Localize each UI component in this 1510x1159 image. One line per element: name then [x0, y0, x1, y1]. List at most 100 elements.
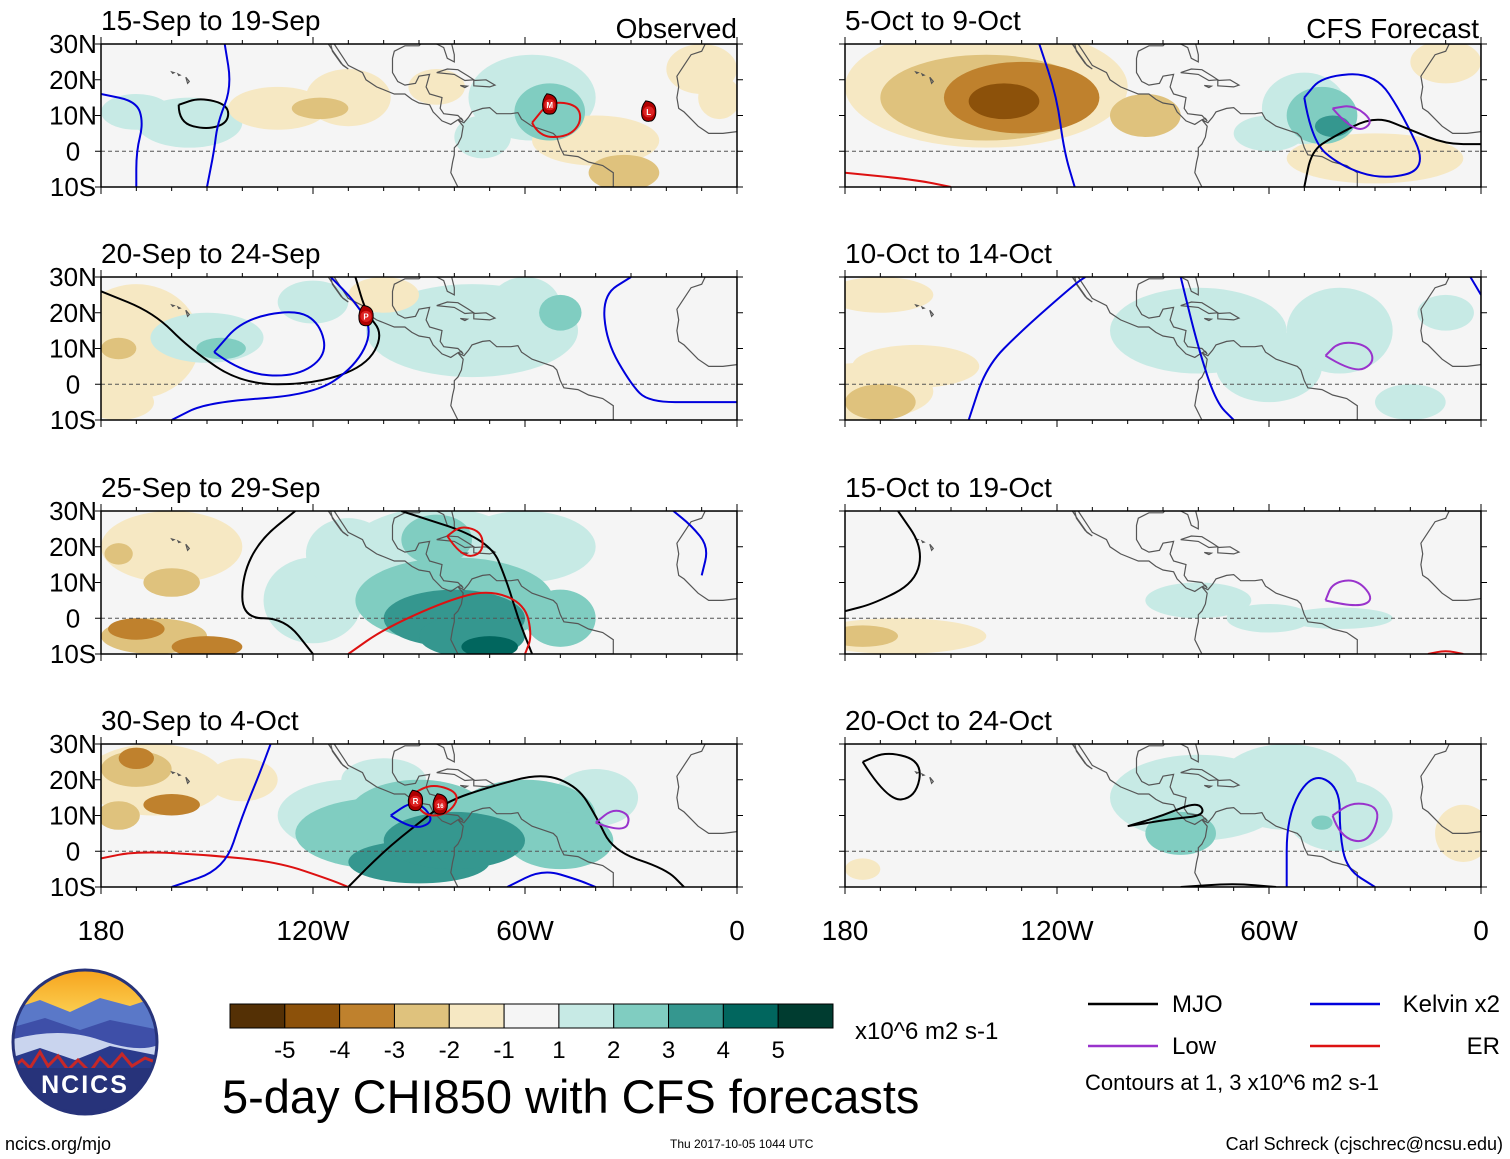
- latitude-label: 10S: [50, 872, 96, 902]
- chi-anomaly-shading: [968, 83, 1040, 120]
- latitude-label: 30N: [49, 29, 97, 59]
- wave-contour: [1303, 73, 1421, 178]
- chi-anomaly-shading: [143, 568, 200, 597]
- chi-anomaly-shading: [845, 618, 987, 654]
- latitude-label: 10S: [50, 405, 96, 435]
- coastline: [920, 539, 926, 544]
- latitude-label: 30N: [49, 729, 97, 759]
- latitude-label: 20N: [49, 298, 97, 328]
- colorbar-tick: -2: [439, 1037, 460, 1064]
- colorbar-swatch: [503, 1003, 560, 1029]
- coastline: [1180, 768, 1220, 782]
- coastline: [929, 776, 935, 785]
- chi-anomaly-shading: [143, 794, 200, 816]
- colorbar-swatch: [448, 1003, 505, 1029]
- legend-label: Low: [1172, 1033, 1217, 1060]
- coastline: [436, 535, 476, 549]
- coastline: [1071, 277, 1093, 303]
- coastline: [1204, 317, 1214, 322]
- map-panel-6: 10-Oct to 14-Oct: [839, 238, 1487, 427]
- coastline: [473, 79, 497, 88]
- coastline: [460, 317, 470, 322]
- chi-anomaly-shading: [845, 625, 898, 647]
- longitude-label: 60W: [496, 915, 554, 946]
- coastline: [450, 806, 614, 887]
- coastline: [436, 768, 476, 782]
- chi-anomaly-shading: [1286, 607, 1393, 629]
- chi-anomaly-shading: [277, 280, 349, 324]
- coastline: [185, 76, 191, 85]
- wave-contour: [347, 775, 685, 887]
- chi-anomaly-shading: [207, 758, 278, 802]
- latitude-label: 30N: [49, 262, 97, 292]
- longitude-label: 60W: [1240, 915, 1298, 946]
- coastline: [1077, 744, 1208, 826]
- chi-anomaly-shading: [118, 747, 154, 770]
- chi-anomaly-shading: [1110, 94, 1181, 137]
- colorbar-tick: -1: [493, 1037, 514, 1064]
- wave-contour: [101, 277, 381, 386]
- coastline: [920, 305, 926, 310]
- chi-anomaly-shading: [588, 154, 660, 187]
- chi-anomaly-shading: [101, 337, 137, 360]
- coastline: [1194, 806, 1358, 887]
- storm-marker: L: [641, 100, 657, 122]
- colorbar-tick: 5: [772, 1037, 785, 1064]
- colorbar-tick: -4: [329, 1037, 350, 1064]
- chi-anomaly-shading: [1286, 86, 1358, 145]
- coastline: [1077, 277, 1208, 359]
- latitude-label: 10S: [50, 172, 96, 202]
- colorbar-swatch: [284, 1003, 341, 1029]
- chi-anomaly-shading: [1286, 133, 1464, 184]
- panel-period: 15-Sep to 19-Sep: [101, 5, 321, 36]
- panel-period: 30-Sep to 4-Oct: [101, 705, 299, 736]
- latitude-label: 10N: [49, 568, 97, 598]
- observed-label: Observed: [616, 13, 737, 44]
- chi-anomaly-shading: [1417, 294, 1474, 331]
- chi-anomaly-shading: [1311, 815, 1333, 830]
- footer-credit: Carl Schreck (cjschrec@ncsu.edu): [1226, 1134, 1503, 1154]
- coastline: [929, 309, 935, 318]
- legend-label: Kelvin x2: [1403, 991, 1500, 1018]
- wave-contour: [1331, 802, 1379, 843]
- coastline: [676, 511, 737, 602]
- chi-anomaly-shading: [348, 277, 419, 313]
- chi-anomaly-shading: [845, 858, 881, 880]
- wave-contour: [101, 851, 349, 887]
- wave-contour: [845, 171, 952, 187]
- latitude-label: 20N: [49, 532, 97, 562]
- coastline: [1420, 44, 1481, 135]
- colorbar-units: x10^6 m2 s-1: [855, 1018, 998, 1045]
- storm-label: M: [546, 101, 553, 110]
- wave-contour: [213, 311, 326, 377]
- coastline: [333, 44, 464, 126]
- logo-text: NCICS: [41, 1071, 129, 1099]
- legend: MJO Kelvin x2 Low ER: [1088, 991, 1500, 1060]
- storm-label: P: [363, 312, 369, 321]
- panel-period: 10-Oct to 14-Oct: [845, 238, 1052, 269]
- wave-contour: [1285, 776, 1376, 887]
- coastline: [1194, 573, 1358, 654]
- chi-anomaly-shading: [101, 284, 200, 399]
- coastline: [1071, 511, 1093, 537]
- coastline: [1204, 551, 1214, 556]
- ncics-logo: NCICS: [11, 968, 159, 1116]
- chi-anomaly-shading: [539, 294, 582, 331]
- wave-contour: [101, 93, 143, 187]
- coastline: [327, 44, 349, 70]
- coastline: [1217, 312, 1241, 321]
- coastline: [1420, 277, 1481, 368]
- coastline: [436, 68, 476, 82]
- coastline: [1217, 79, 1241, 88]
- coastline: [914, 303, 920, 308]
- panel-period: 15-Oct to 19-Oct: [845, 472, 1052, 503]
- panel-period: 25-Sep to 29-Sep: [101, 472, 321, 503]
- coastline: [1194, 106, 1358, 187]
- colorbar-tick: 2: [607, 1037, 620, 1064]
- longitude-label: 120W: [1020, 915, 1094, 946]
- chi-anomaly-shading: [1375, 384, 1446, 420]
- coastline: [1071, 44, 1093, 70]
